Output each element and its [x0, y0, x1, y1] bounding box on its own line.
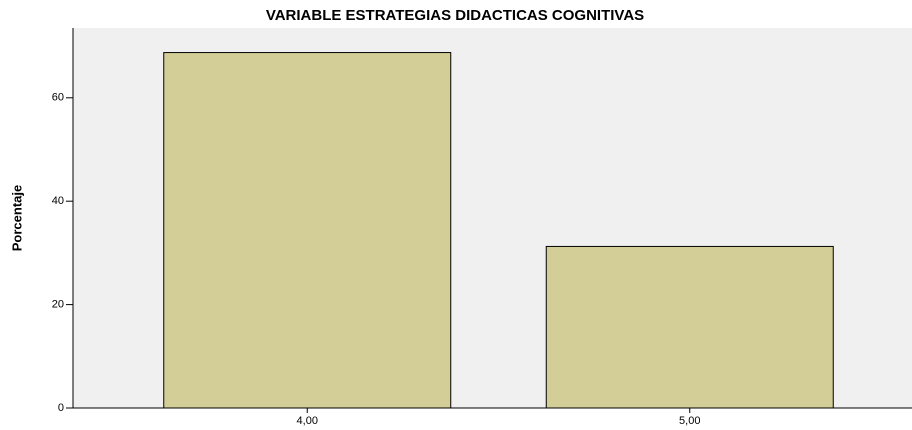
x-tick-label: 5,00	[679, 415, 700, 427]
bar	[163, 52, 452, 409]
chart-title: VARIABLE ESTRATEGIAS DIDACTICAS COGNITIV…	[266, 7, 644, 24]
y-axis-label: Porcentaje	[9, 185, 24, 251]
y-tick-label: 60	[52, 92, 64, 104]
x-tick-label: 4,00	[297, 415, 318, 427]
bar	[545, 245, 834, 409]
y-tick-label: 40	[52, 195, 64, 207]
y-tick-label: 0	[58, 402, 64, 414]
y-tick-label: 20	[52, 299, 64, 311]
